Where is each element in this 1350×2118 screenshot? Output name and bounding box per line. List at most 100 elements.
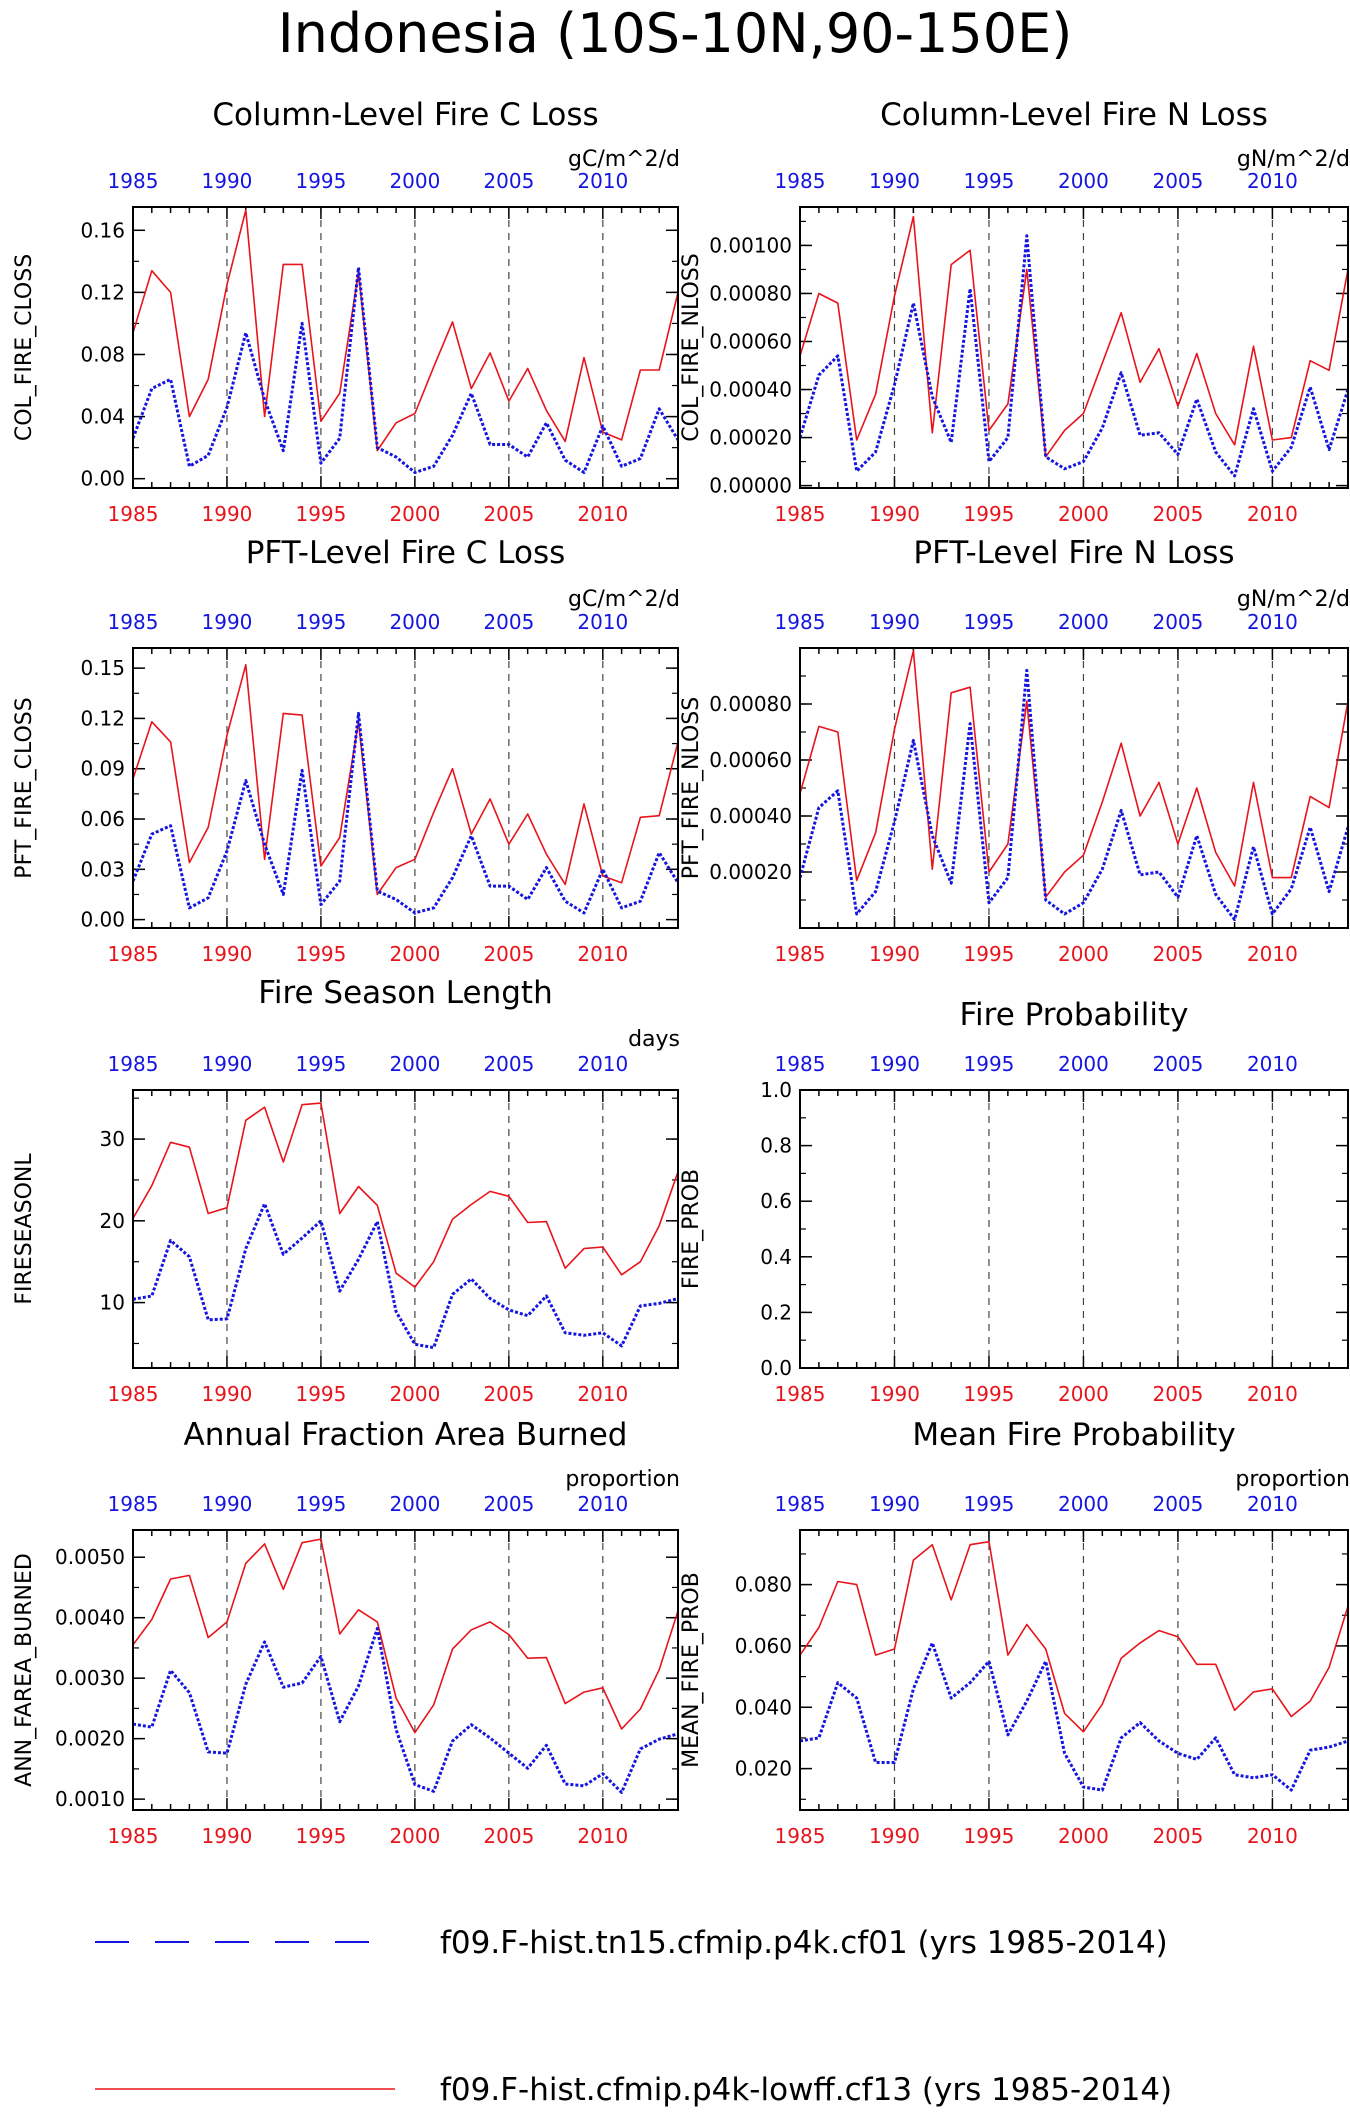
x-tick-label-top: 2010 (1247, 1052, 1298, 1076)
series-line-blue (133, 1202, 678, 1350)
x-tick-label-top: 2005 (483, 1492, 534, 1516)
x-tick-label-bottom: 1995 (964, 1824, 1015, 1848)
x-tick-label-top: 1985 (775, 610, 826, 634)
y-tick-label: 0.00080 (709, 692, 792, 716)
y-tick-label: 0.080 (735, 1573, 792, 1597)
x-tick-label-bottom: 2005 (483, 1382, 534, 1406)
x-tick-label-top: 2000 (1058, 1052, 1109, 1076)
series-line-blue (133, 711, 678, 915)
y-axis-label: COL_FIRE_NLOSS (679, 253, 704, 441)
y-axis-label: ANN_FAREA_BURNED (12, 1553, 37, 1787)
x-tick-label-bottom: 2010 (577, 1382, 628, 1406)
panel-title: Fire Probability (959, 997, 1188, 1033)
x-tick-label-bottom: 1995 (295, 1824, 346, 1848)
series-line-red (800, 1540, 1348, 1733)
x-tick-label-bottom: 1990 (202, 942, 253, 966)
x-tick-label-top: 2010 (1247, 610, 1298, 634)
x-tick-label-top: 2010 (577, 1492, 628, 1516)
panel-title: PFT-Level Fire C Loss (246, 535, 566, 571)
x-tick-label-bottom: 2000 (1058, 942, 1109, 966)
panel-title: PFT-Level Fire N Loss (913, 535, 1234, 571)
x-tick-label-bottom: 2005 (483, 502, 534, 526)
y-tick-label: 0.00060 (709, 329, 792, 353)
y-tick-label: 0.0040 (55, 1606, 125, 1630)
units-label: proportion (1235, 1467, 1350, 1492)
y-tick-label: 0.8 (760, 1134, 792, 1158)
x-tick-label-top: 2000 (1058, 169, 1109, 193)
x-tick-label-bottom: 1990 (869, 942, 920, 966)
x-tick-label-bottom: 1995 (964, 1382, 1015, 1406)
x-tick-label-bottom: 1990 (202, 502, 253, 526)
x-tick-label-bottom: 2010 (1247, 1382, 1298, 1406)
x-tick-label-top: 1985 (108, 1492, 159, 1516)
y-tick-label: 0.6 (760, 1189, 792, 1213)
x-tick-label-bottom: 1995 (295, 1382, 346, 1406)
plot-frame (799, 1529, 1349, 1811)
x-tick-label-bottom: 1985 (775, 1382, 826, 1406)
x-tick-label-bottom: 2005 (1152, 502, 1203, 526)
x-tick-label-bottom: 2000 (1058, 1824, 1109, 1848)
y-tick-label: 0.00080 (709, 281, 792, 305)
x-tick-label-top: 1995 (295, 1052, 346, 1076)
y-tick-label: 0.00020 (709, 860, 792, 884)
x-tick-label-bottom: 2005 (483, 1824, 534, 1848)
x-tick-label-bottom: 1990 (869, 502, 920, 526)
x-tick-label-top: 2005 (1152, 169, 1203, 193)
y-tick-label: 0.0050 (55, 1545, 125, 1569)
panel-title: Column-Level Fire C Loss (212, 97, 598, 133)
y-tick-label: 0.2 (760, 1300, 792, 1324)
plot-frame (132, 206, 679, 489)
y-tick-label: 0.08 (80, 342, 125, 366)
chart-panel-5: Fire Season Length days 1985 1985 1990 1990 19… (12, 975, 680, 1406)
x-tick-label-bottom: 2000 (389, 1824, 440, 1848)
x-tick-label-bottom: 1985 (108, 502, 159, 526)
series-line-blue (800, 1641, 1348, 1792)
series-line-red (133, 209, 678, 452)
y-tick-label: 10 (100, 1291, 125, 1315)
legend-label: f09.F-hist.tn15.cfmip.p4k.cf01 (yrs 1985… (440, 1925, 1168, 1961)
x-tick-label-bottom: 1985 (775, 942, 826, 966)
legend-label: f09.F-hist.cfmip.p4k-lowff.cf13 (yrs 198… (440, 2072, 1172, 2108)
plot-frame (132, 1089, 679, 1369)
x-tick-label-bottom: 2010 (1247, 942, 1298, 966)
y-tick-label: 0.020 (735, 1757, 792, 1781)
y-tick-label: 0.040 (735, 1695, 792, 1719)
x-tick-label-top: 2000 (389, 169, 440, 193)
units-label: gN/m^2/d (1237, 587, 1350, 612)
y-axis-label: MEAN_FIRE_PROB (679, 1572, 704, 1768)
series-line-red (800, 649, 1348, 899)
x-tick-label-top: 2005 (1152, 1052, 1203, 1076)
y-tick-label: 0.4 (760, 1245, 792, 1269)
x-tick-label-top: 2000 (1058, 610, 1109, 634)
x-tick-label-top: 2000 (389, 610, 440, 634)
x-tick-label-bottom: 1995 (964, 502, 1015, 526)
x-tick-label-bottom: 1985 (775, 1824, 826, 1848)
series-line-red (133, 1102, 678, 1288)
x-tick-label-bottom: 2000 (389, 502, 440, 526)
x-tick-label-top: 1990 (869, 1052, 920, 1076)
panel-title: Annual Fraction Area Burned (184, 1417, 628, 1453)
x-tick-label-bottom: 1990 (869, 1382, 920, 1406)
plot-frame (132, 1529, 679, 1811)
x-tick-label-bottom: 2010 (577, 1824, 628, 1848)
chart-panel-6: Fire Probability 1985 1985 1990 1990 1995 1995… (679, 997, 1349, 1406)
x-tick-label-bottom: 1985 (108, 1824, 159, 1848)
y-tick-label: 0.00040 (709, 804, 792, 828)
y-tick-label: 0.00100 (709, 233, 792, 257)
y-tick-label: 0.09 (80, 757, 125, 781)
y-tick-label: 0.00060 (709, 748, 792, 772)
units-label: gC/m^2/d (568, 147, 680, 172)
x-tick-label-top: 1985 (775, 169, 826, 193)
x-tick-label-top: 1990 (869, 1492, 920, 1516)
x-tick-label-top: 2010 (577, 610, 628, 634)
x-tick-label-top: 2010 (577, 1052, 628, 1076)
legend: f09.F-hist.tn15.cfmip.p4k.cf01 (yrs 1985… (95, 1925, 1172, 2108)
y-tick-label: 0.0010 (55, 1787, 125, 1811)
x-tick-label-bottom: 1990 (202, 1824, 253, 1848)
series-line-red (800, 215, 1348, 458)
y-tick-label: 0.0020 (55, 1727, 125, 1751)
x-tick-label-top: 1995 (964, 1492, 1015, 1516)
x-tick-label-top: 2010 (1247, 169, 1298, 193)
